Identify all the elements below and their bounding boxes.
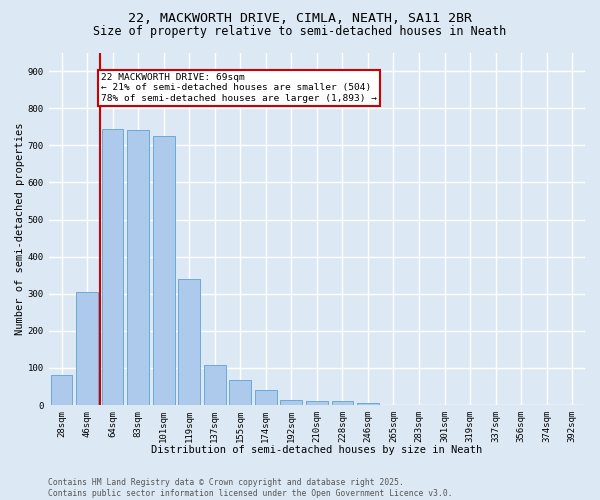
Bar bbox=[76, 292, 98, 405]
Bar bbox=[127, 130, 149, 405]
Bar bbox=[229, 380, 251, 405]
Bar bbox=[306, 400, 328, 405]
Text: 22, MACKWORTH DRIVE, CIMLA, NEATH, SA11 2BR: 22, MACKWORTH DRIVE, CIMLA, NEATH, SA11 … bbox=[128, 12, 472, 26]
Text: Contains HM Land Registry data © Crown copyright and database right 2025.
Contai: Contains HM Land Registry data © Crown c… bbox=[48, 478, 452, 498]
Bar bbox=[280, 400, 302, 405]
Bar bbox=[50, 376, 73, 405]
Bar bbox=[153, 136, 175, 405]
Bar bbox=[102, 128, 124, 405]
Bar bbox=[332, 400, 353, 405]
Y-axis label: Number of semi-detached properties: Number of semi-detached properties bbox=[15, 122, 25, 335]
Bar bbox=[255, 390, 277, 405]
Bar bbox=[178, 279, 200, 405]
Bar bbox=[204, 365, 226, 405]
Text: 22 MACKWORTH DRIVE: 69sqm
← 21% of semi-detached houses are smaller (504)
78% of: 22 MACKWORTH DRIVE: 69sqm ← 21% of semi-… bbox=[101, 73, 377, 102]
Bar bbox=[357, 404, 379, 405]
X-axis label: Distribution of semi-detached houses by size in Neath: Distribution of semi-detached houses by … bbox=[151, 445, 482, 455]
Text: Size of property relative to semi-detached houses in Neath: Size of property relative to semi-detach… bbox=[94, 25, 506, 38]
